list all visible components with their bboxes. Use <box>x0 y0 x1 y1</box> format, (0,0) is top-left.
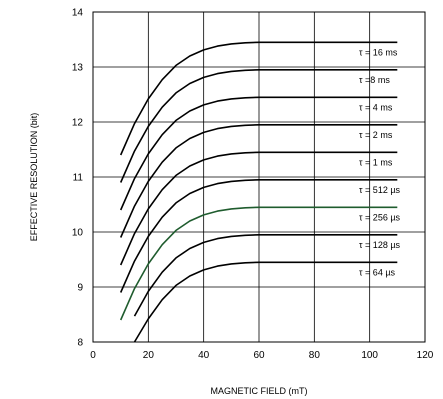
series-line-3 <box>119 96 398 211</box>
series-line-1 <box>119 41 398 156</box>
x-tick-label-0: 0 <box>90 350 96 361</box>
y-tick-label-10: 10 <box>72 228 84 239</box>
y-tick-label-8: 8 <box>77 338 83 349</box>
x-tick-labels: 0 20 40 60 80 100 120 <box>90 350 434 361</box>
series-label-7: τ = 256 µs <box>359 212 401 222</box>
series-label-5: τ = 1 ms <box>359 157 393 167</box>
y-tick-label-11: 11 <box>73 173 84 184</box>
series-label-2: τ =8 ms <box>359 75 390 85</box>
x-tick-label-100: 100 <box>361 350 378 361</box>
y-tick-label-12: 12 <box>72 118 84 129</box>
series-line-7 <box>119 206 398 321</box>
series-line-9 <box>133 261 398 343</box>
x-axis-title: MAGNETIC FIELD (mT) <box>211 386 308 396</box>
series-label-3: τ = 4 ms <box>359 102 393 112</box>
series-label-4: τ = 2 ms <box>359 130 393 140</box>
series-label-9: τ = 64 µs <box>359 267 396 277</box>
y-axis-title: EFFECTIVE RESOLUTION (bit) <box>29 113 39 242</box>
series-line-2 <box>119 69 398 183</box>
y-tick-labels: 8 9 10 11 12 13 14 <box>72 8 84 349</box>
x-tick-label-80: 80 <box>309 350 321 361</box>
series-label-8: τ = 128 µs <box>359 240 401 250</box>
y-tick-label-13: 13 <box>72 63 84 74</box>
series-label-1: τ = 16 ms <box>359 47 398 57</box>
x-tick-label-120: 120 <box>417 350 434 361</box>
series-line-5 <box>119 151 398 266</box>
x-tick-label-60: 60 <box>253 350 265 361</box>
y-tick-label-9: 9 <box>77 283 83 294</box>
series-labels: τ = 16 ms τ =8 ms τ = 4 ms τ = 2 ms τ = 1 ms… <box>359 47 401 277</box>
x-tick-label-40: 40 <box>198 350 210 361</box>
series-curves <box>119 41 398 343</box>
series-line-8 <box>133 234 398 317</box>
x-tick-label-20: 20 <box>143 350 155 361</box>
series-line-4 <box>119 124 398 238</box>
gridlines <box>93 12 425 342</box>
series-label-6: τ = 512 µs <box>359 185 401 195</box>
y-tick-label-14: 14 <box>72 8 84 19</box>
series-line-6 <box>119 179 398 293</box>
